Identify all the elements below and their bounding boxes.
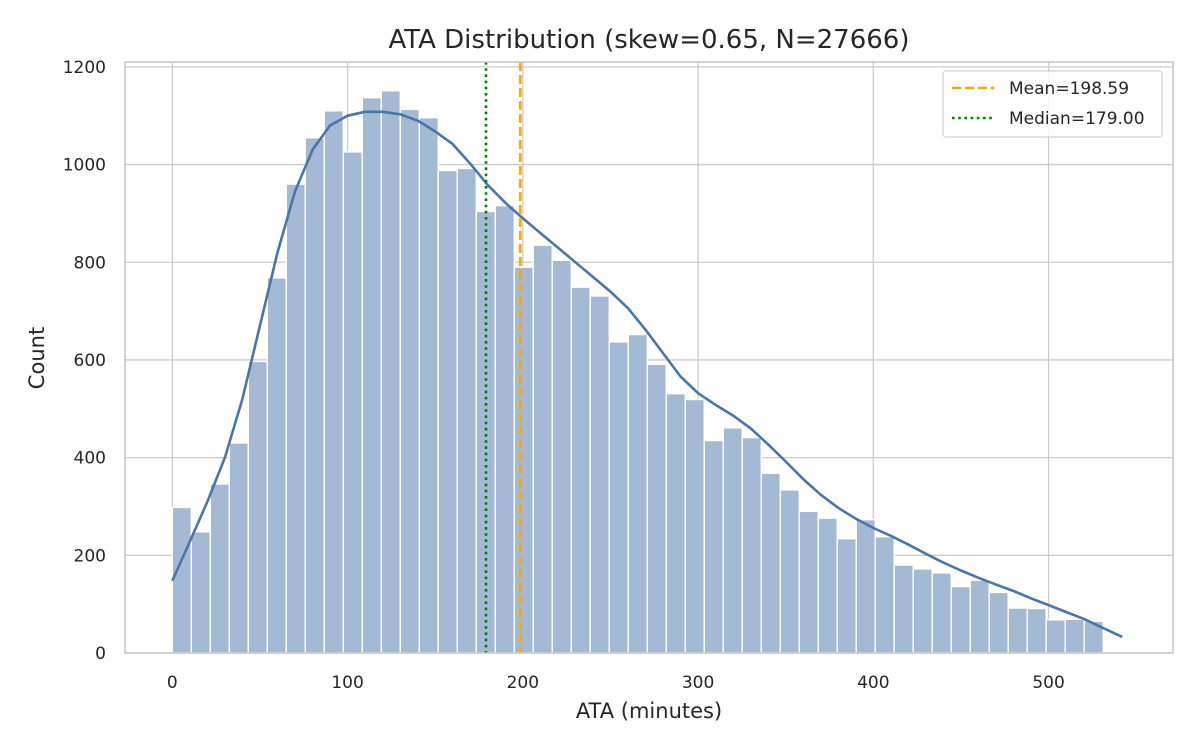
histogram-bar (247, 360, 269, 654)
y-tick-label: 0 (95, 644, 106, 664)
histogram-bar (494, 204, 515, 654)
histogram-bar (589, 295, 610, 654)
histogram-bar (1026, 607, 1047, 654)
histogram-bar (684, 398, 705, 654)
x-axis-label: ATA (minutes) (576, 699, 722, 723)
legend-box (942, 70, 1163, 138)
histogram-bar (779, 489, 800, 654)
legend: Mean=198.59 Median=179.00 (942, 70, 1163, 138)
histogram-bar (513, 266, 534, 654)
y-tick-label: 800 (74, 253, 106, 273)
histogram-bar (380, 90, 401, 654)
histogram-bar (646, 363, 667, 654)
histogram-bar (190, 531, 212, 654)
y-tick-label: 600 (74, 351, 106, 371)
histogram-bar (456, 167, 477, 654)
chart-title: ATA Distribution (skew=0.65, N=27666) (388, 25, 909, 55)
histogram-bar (1064, 618, 1085, 654)
y-tick-label: 400 (74, 449, 106, 469)
x-tick-label: 0 (167, 673, 178, 693)
histogram-bar (760, 472, 781, 654)
x-tick-label: 400 (857, 673, 889, 693)
histogram-bar (608, 341, 629, 654)
y-tick-label: 1000 (63, 156, 106, 176)
x-tick-label: 100 (331, 673, 363, 693)
histogram-bar (171, 506, 193, 654)
histogram-bar (817, 517, 838, 654)
x-tick-label: 300 (682, 673, 714, 693)
x-tick-labels: 0 100 200 300 400 500 (167, 673, 1065, 693)
histogram-bar (798, 510, 819, 654)
histogram-bar (703, 439, 724, 654)
histogram-bar (551, 259, 572, 654)
histogram-bar (836, 538, 857, 654)
histogram-bar (969, 579, 990, 654)
histogram-bar (475, 210, 496, 654)
histogram-bar (988, 591, 1009, 654)
histogram-bar (627, 333, 648, 654)
histogram-bars (171, 90, 1104, 654)
y-tick-labels: 0 200 400 600 800 1000 1200 (63, 58, 106, 664)
histogram-bar (722, 427, 743, 654)
histogram-bar (342, 151, 363, 654)
histogram-bar (285, 183, 306, 654)
x-tick-label: 200 (507, 673, 539, 693)
histogram-bar (437, 169, 458, 654)
histogram-bar (931, 572, 952, 654)
y-axis-label: Count (25, 327, 49, 389)
histogram-bar (1045, 619, 1066, 654)
reference-lines (484, 62, 522, 653)
histogram-bar (1007, 607, 1028, 654)
histogram-bar (266, 277, 288, 654)
histogram-bar (418, 116, 439, 654)
histogram-bar (304, 137, 325, 654)
legend-mean-label: Mean=198.59 (1009, 79, 1129, 99)
kde-curve (171, 110, 1123, 639)
legend-median-label: Median=179.00 (1009, 109, 1145, 129)
histogram-bar (399, 108, 420, 654)
plot-frame (124, 61, 1174, 654)
x-tick-label: 500 (1032, 673, 1064, 693)
histogram-bar (893, 564, 914, 654)
histogram-bar (228, 442, 250, 654)
histogram-bar (912, 568, 933, 654)
histogram-bar (855, 518, 876, 654)
histogram-bar (741, 436, 762, 654)
histogram-bar (950, 585, 971, 654)
histogram-bar (570, 286, 591, 654)
y-tick-label: 1200 (63, 58, 106, 78)
histogram-bar (323, 110, 344, 654)
y-tick-label: 200 (74, 546, 106, 566)
histogram-bar (361, 96, 382, 654)
histogram-bar (532, 244, 553, 654)
histogram-bar (209, 483, 231, 654)
histogram-bar (665, 392, 686, 654)
histogram-bar (874, 536, 895, 654)
